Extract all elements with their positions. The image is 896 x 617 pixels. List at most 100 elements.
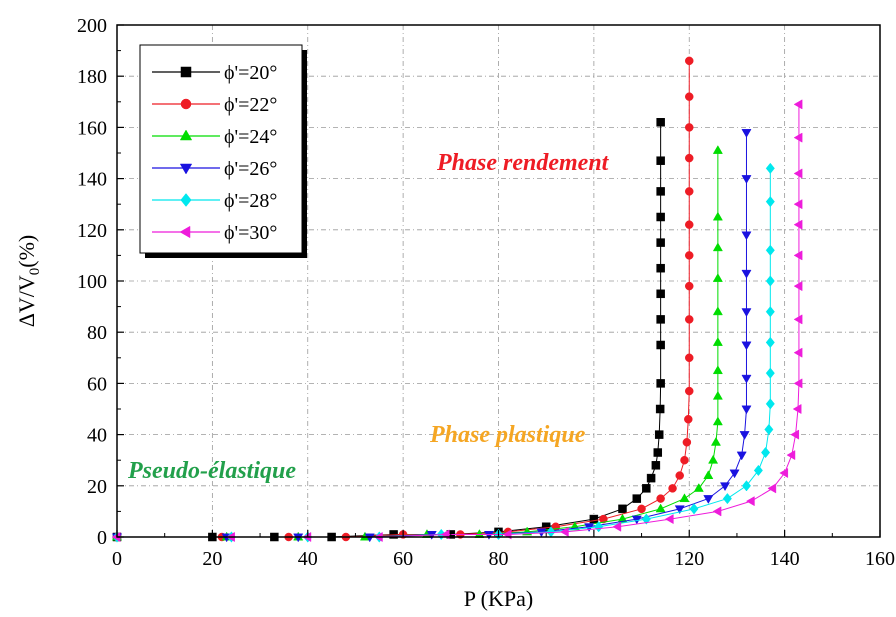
data-point-s5-16 bbox=[793, 378, 803, 389]
data-point-s4-22 bbox=[765, 162, 775, 174]
data-point-s4-12 bbox=[753, 464, 763, 477]
data-point-s0-26 bbox=[656, 118, 665, 127]
data-point-s3-18 bbox=[741, 308, 752, 318]
series-line-5 bbox=[117, 104, 800, 538]
data-point-s4-8 bbox=[641, 513, 651, 525]
data-point-s0-20 bbox=[656, 289, 665, 299]
y-tick-label-3: 60 bbox=[87, 373, 107, 395]
data-point-s2-10 bbox=[679, 493, 690, 503]
legend-entry-3: ϕ'=26° bbox=[152, 158, 277, 180]
data-point-s4-15 bbox=[765, 398, 775, 410]
x-tick-label-8: 160 bbox=[865, 548, 895, 570]
data-point-s5-25 bbox=[793, 99, 803, 110]
data-point-s3-20 bbox=[741, 231, 752, 241]
legend-label-5: ϕ'=30° bbox=[224, 222, 277, 244]
data-point-s5-17 bbox=[793, 347, 803, 358]
data-point-s1-9 bbox=[637, 504, 646, 514]
legend: ϕ'=20° ϕ'=22° ϕ'=24° ϕ'=26° ϕ'=28° ϕ'=30° bbox=[139, 44, 307, 258]
data-point-s1-18 bbox=[685, 315, 694, 324]
data-point-s2-19 bbox=[712, 306, 723, 316]
data-point-s1-10 bbox=[656, 494, 665, 503]
data-point-s3-10 bbox=[703, 495, 714, 504]
y-tick-label-0: 0 bbox=[97, 527, 107, 549]
data-point-s3-9 bbox=[674, 505, 685, 515]
data-point-s1-24 bbox=[685, 123, 694, 132]
data-point-s5-23 bbox=[793, 168, 803, 179]
y-tick-label-1: 20 bbox=[87, 476, 107, 498]
y-tick-label-10: 200 bbox=[77, 15, 107, 37]
data-point-s1-8 bbox=[599, 514, 608, 524]
y-tick-label-9: 180 bbox=[77, 66, 107, 88]
data-point-s4-19 bbox=[765, 275, 775, 287]
data-point-s3-13 bbox=[736, 451, 747, 461]
series-1 bbox=[112, 56, 694, 542]
data-point-s1-21 bbox=[685, 220, 694, 229]
data-point-s2-9 bbox=[655, 503, 666, 513]
legend-entry-2: ϕ'=24° bbox=[152, 126, 277, 148]
data-point-s2-22 bbox=[712, 211, 723, 221]
legend-label-4: ϕ'=28° bbox=[224, 190, 277, 212]
series-layer bbox=[111, 56, 803, 543]
data-point-s2-11 bbox=[693, 483, 704, 492]
x-tick-label-5: 100 bbox=[579, 548, 609, 570]
data-point-s0-11 bbox=[642, 484, 651, 493]
data-point-s0-12 bbox=[646, 473, 656, 483]
data-point-s1-26 bbox=[685, 56, 694, 66]
data-point-s5-8 bbox=[664, 514, 674, 525]
data-point-s3-12 bbox=[729, 469, 740, 479]
legend-entry-4: ϕ'=28° bbox=[152, 190, 277, 212]
y-tick-label-2: 40 bbox=[87, 425, 107, 447]
data-point-s2-15 bbox=[712, 416, 723, 426]
y-axis-title-main: ΔV/V bbox=[14, 275, 39, 327]
legend-box bbox=[139, 44, 303, 254]
y-tick-label-6: 120 bbox=[77, 220, 107, 242]
legend-swatch-marker-2 bbox=[179, 129, 193, 141]
data-point-s3-21 bbox=[741, 175, 752, 184]
x-tick-label-4: 80 bbox=[489, 548, 509, 570]
data-point-s0-13 bbox=[651, 461, 661, 470]
data-point-s4-17 bbox=[765, 336, 775, 349]
data-point-s0-23 bbox=[656, 212, 665, 222]
data-point-s0-18 bbox=[656, 340, 665, 350]
data-point-s2-13 bbox=[708, 454, 719, 464]
data-point-s1-16 bbox=[685, 386, 694, 396]
data-point-s3-5 bbox=[483, 530, 494, 540]
data-point-s1-22 bbox=[685, 187, 694, 196]
legend-entry-0: ϕ'=20° bbox=[152, 62, 277, 84]
data-point-s5-13 bbox=[786, 450, 796, 461]
data-point-s0-17 bbox=[656, 379, 665, 388]
axes: 0 20 40 60 80 100 120 140 160 0 20 40 60 80 100 120 140 1… bbox=[77, 15, 895, 570]
data-point-s5-19 bbox=[793, 281, 803, 292]
annotation-pseudo-elastique: Pseudo-élastique bbox=[127, 458, 296, 484]
data-point-s4-18 bbox=[765, 306, 775, 318]
data-point-s4-11 bbox=[741, 480, 751, 492]
data-point-s4-13 bbox=[761, 446, 771, 459]
data-point-s0-8 bbox=[589, 514, 599, 524]
data-point-s1-19 bbox=[685, 281, 694, 291]
y-tick-label-5: 100 bbox=[77, 271, 107, 293]
data-point-s1-12 bbox=[675, 471, 684, 480]
data-point-s0-15 bbox=[654, 430, 664, 439]
data-point-s3-2 bbox=[293, 533, 304, 543]
data-point-s3-22 bbox=[741, 129, 752, 138]
data-point-s3-15 bbox=[741, 405, 752, 415]
data-point-s1-17 bbox=[685, 353, 694, 363]
data-point-s1-15 bbox=[684, 414, 693, 424]
data-point-s3-14 bbox=[739, 431, 750, 440]
data-point-s1-11 bbox=[668, 484, 677, 493]
legend-swatch-marker-4 bbox=[180, 193, 192, 207]
annotation-phase-rendement: Phase rendement bbox=[436, 150, 610, 176]
data-point-s5-18 bbox=[793, 314, 803, 325]
series-5 bbox=[111, 99, 803, 543]
data-point-s5-22 bbox=[793, 199, 803, 210]
data-point-s4-20 bbox=[765, 244, 775, 256]
x-tick-label-3: 60 bbox=[393, 548, 413, 570]
x-tick-label-1: 20 bbox=[202, 548, 222, 570]
y-axis-title-subscript: 0 bbox=[27, 268, 43, 276]
legend-label-2: ϕ'=24° bbox=[224, 126, 277, 148]
x-tick-label-7: 140 bbox=[770, 548, 800, 570]
legend-swatch-marker-5 bbox=[179, 225, 191, 239]
y-axis-title-unit: (%) bbox=[14, 235, 39, 268]
